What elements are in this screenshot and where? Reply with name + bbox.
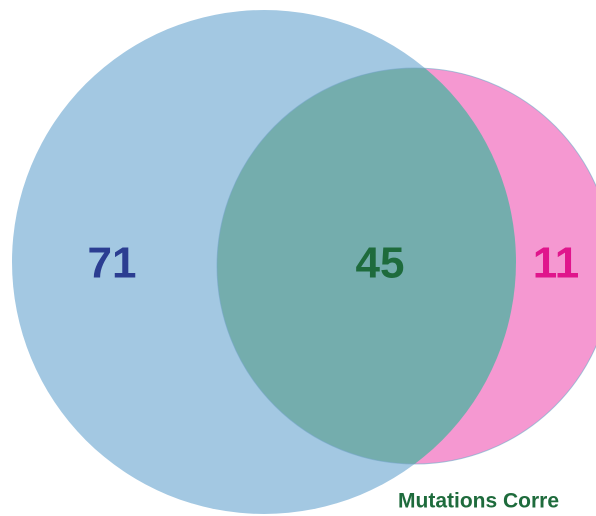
region-count: 11 (533, 239, 580, 288)
circles (12, 10, 596, 514)
set-b-outline (216, 67, 596, 465)
set-label: Mutations Corre (398, 490, 559, 513)
region-count: 45 (356, 239, 405, 288)
overlap-region (217, 68, 516, 464)
region-count: 71 (88, 239, 137, 288)
